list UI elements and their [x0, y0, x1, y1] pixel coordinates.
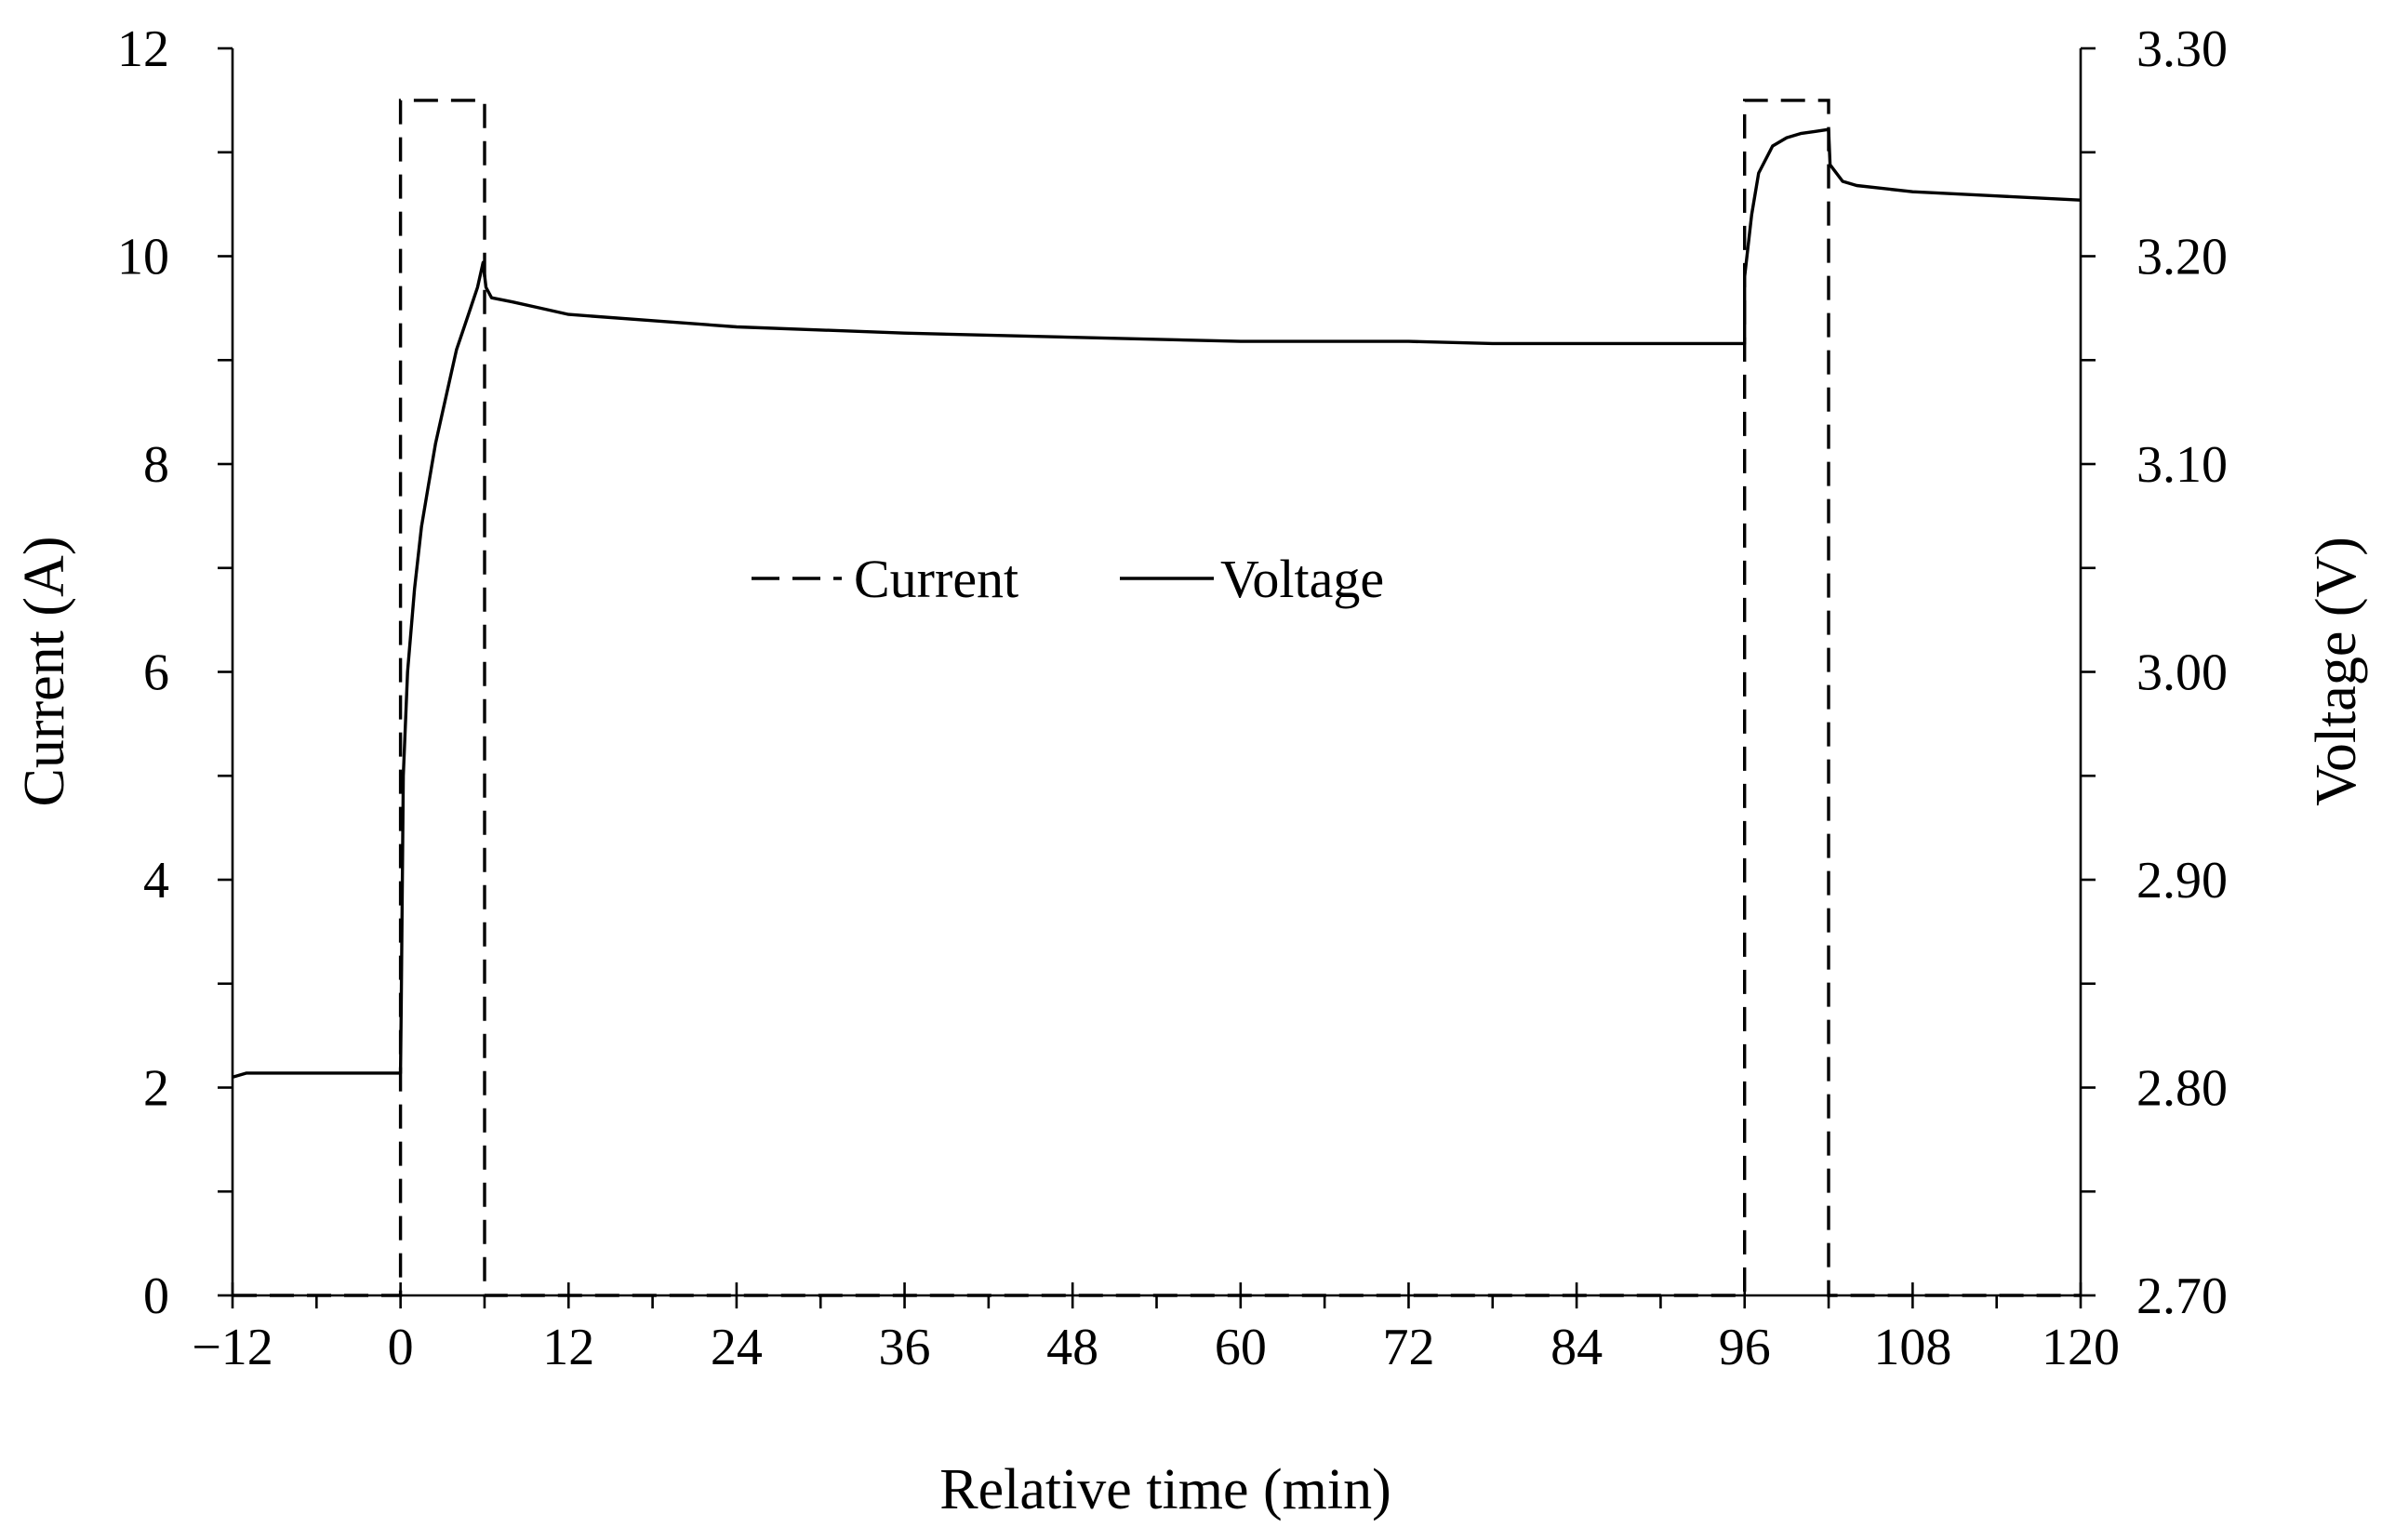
y-left-tick-label: 0 — [143, 1268, 169, 1325]
series-line-current — [233, 99, 2081, 1297]
x-tick-label: 60 — [1215, 1319, 1267, 1376]
x-tick-label: 96 — [1719, 1319, 1771, 1376]
y-left-tick-label: 12 — [117, 20, 169, 78]
y-left-tick-label: 10 — [117, 229, 169, 286]
x-tick-label: 108 — [1873, 1319, 1951, 1376]
axes-layer: −12 0 12 24 36 48 60 72 84 96 108 1200246810122.702… — [117, 20, 2228, 1376]
x-tick-label: −12 — [192, 1319, 273, 1376]
y-right-tick-label: 3.10 — [2136, 436, 2228, 494]
y-left-tick-label: 4 — [143, 852, 169, 909]
y-right-tick-label: 3.30 — [2136, 20, 2228, 78]
y-right-tick-label: 3.00 — [2136, 644, 2228, 702]
x-tick-label: 12 — [542, 1319, 594, 1376]
legend-voltage-label: Voltage — [1220, 549, 1384, 609]
y-right-tick-label: 3.20 — [2136, 229, 2228, 286]
x-tick-label: 24 — [711, 1319, 763, 1376]
x-tick-label: 0 — [388, 1319, 414, 1376]
legend: Current Voltage — [752, 549, 1384, 609]
x-tick-label: 72 — [1382, 1319, 1434, 1376]
y-right-tick-label: 2.90 — [2136, 852, 2228, 909]
x-tick-label: 36 — [879, 1319, 931, 1376]
x-axis-title: Relative time (min) — [939, 1458, 1391, 1521]
x-tick-label: 48 — [1046, 1319, 1098, 1376]
series-layer — [232, 99, 2082, 1297]
y-left-tick-label: 2 — [143, 1060, 169, 1118]
legend-current-label: Current — [854, 549, 1018, 609]
x-tick-label: 120 — [2042, 1319, 2120, 1376]
y-left-tick-label: 6 — [143, 644, 169, 702]
y-right-tick-label: 2.70 — [2136, 1268, 2228, 1325]
y-axis-left-title: Current (A) — [13, 537, 76, 807]
y-right-tick-label: 2.80 — [2136, 1060, 2228, 1118]
y-axis-right-title: Voltage (V) — [2305, 537, 2368, 806]
x-tick-label: 84 — [1550, 1319, 1603, 1376]
series-line-voltage — [232, 127, 2082, 1079]
y-left-tick-label: 8 — [143, 436, 169, 494]
